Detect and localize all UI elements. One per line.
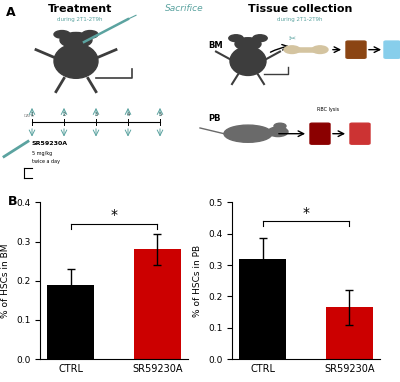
Ellipse shape	[230, 47, 266, 75]
FancyBboxPatch shape	[346, 41, 366, 58]
Text: 2: 2	[62, 112, 66, 117]
Bar	[239, 259, 286, 359]
Text: *: *	[110, 209, 118, 222]
Bar	[47, 285, 94, 359]
FancyBboxPatch shape	[310, 123, 330, 144]
Circle shape	[229, 35, 243, 42]
Text: 1: 1	[30, 112, 34, 117]
Text: Treatment: Treatment	[48, 4, 112, 14]
Text: PB: PB	[208, 114, 220, 123]
Text: A: A	[6, 6, 16, 19]
Circle shape	[274, 123, 286, 129]
Y-axis label: % of HSCs in PB: % of HSCs in PB	[193, 245, 202, 317]
Text: SR59230A: SR59230A	[32, 141, 68, 146]
Ellipse shape	[224, 125, 272, 142]
Circle shape	[253, 35, 267, 42]
Ellipse shape	[60, 32, 92, 48]
Text: 5: 5	[158, 112, 162, 117]
Bar	[134, 249, 181, 359]
Ellipse shape	[235, 38, 261, 50]
Circle shape	[54, 31, 70, 38]
Text: Tissue collection: Tissue collection	[248, 4, 352, 14]
Text: during 2T1-2T9h: during 2T1-2T9h	[277, 17, 323, 22]
Text: twice a day: twice a day	[32, 159, 60, 163]
Text: ✂: ✂	[288, 34, 296, 43]
Text: 4: 4	[126, 112, 130, 117]
Ellipse shape	[54, 44, 98, 78]
Text: RBC lysis: RBC lysis	[317, 107, 339, 112]
Text: BM: BM	[208, 41, 223, 50]
Circle shape	[284, 46, 300, 53]
Circle shape	[312, 46, 328, 53]
FancyBboxPatch shape	[350, 123, 370, 144]
Text: Sacrifice: Sacrifice	[165, 4, 203, 13]
Text: B: B	[8, 195, 18, 208]
Text: 5 mg/kg: 5 mg/kg	[32, 151, 52, 156]
Y-axis label: % of HSCs in BM: % of HSCs in BM	[1, 243, 10, 318]
Text: during 2T1-2T9h: during 2T1-2T9h	[57, 17, 103, 22]
Ellipse shape	[268, 127, 288, 137]
Circle shape	[82, 31, 98, 38]
Text: DAYS: DAYS	[24, 115, 35, 118]
Text: *: *	[302, 206, 310, 220]
FancyBboxPatch shape	[384, 41, 400, 58]
Bar	[326, 308, 373, 359]
Text: 3: 3	[94, 112, 98, 117]
